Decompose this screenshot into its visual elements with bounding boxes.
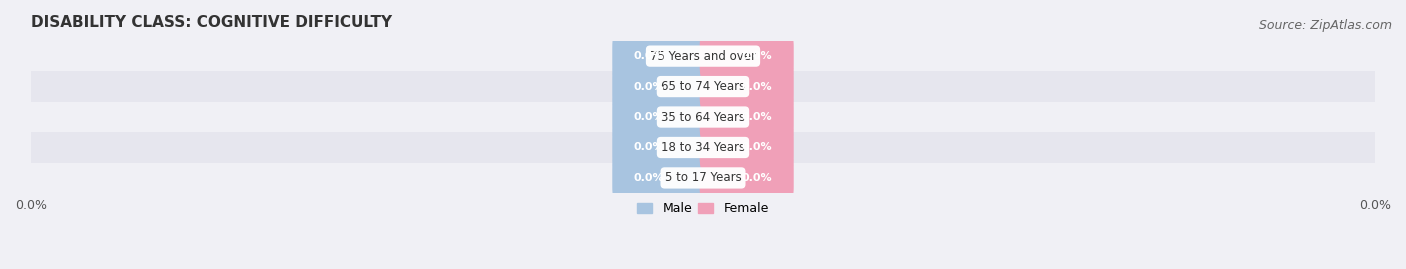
Legend: Male, Female: Male, Female [633,197,773,220]
Text: 65 to 74 Years: 65 to 74 Years [661,80,745,93]
FancyBboxPatch shape [700,154,794,202]
Text: 0.0%: 0.0% [634,173,664,183]
Text: 0.0%: 0.0% [742,173,772,183]
FancyBboxPatch shape [700,63,794,110]
FancyBboxPatch shape [612,124,706,171]
Text: 5 to 17 Years: 5 to 17 Years [665,171,741,185]
Text: 0.0%: 0.0% [634,143,664,153]
Text: 0.0%: 0.0% [742,143,772,153]
Text: 0.0%: 0.0% [742,112,772,122]
Text: 35 to 64 Years: 35 to 64 Years [661,111,745,123]
FancyBboxPatch shape [612,63,706,110]
FancyBboxPatch shape [700,93,794,141]
Text: 0.0%: 0.0% [634,51,664,61]
Bar [31,132,1375,163]
FancyBboxPatch shape [612,93,706,141]
FancyBboxPatch shape [700,32,794,80]
Bar [31,71,1375,102]
Bar [31,102,1375,132]
FancyBboxPatch shape [700,124,794,171]
Text: 0.0%: 0.0% [634,82,664,91]
FancyBboxPatch shape [612,32,706,80]
FancyBboxPatch shape [612,154,706,202]
Text: 75 Years and over: 75 Years and over [650,49,756,63]
Bar [31,41,1375,71]
Text: 0.0%: 0.0% [742,51,772,61]
Text: DISABILITY CLASS: COGNITIVE DIFFICULTY: DISABILITY CLASS: COGNITIVE DIFFICULTY [31,15,392,30]
Text: 0.0%: 0.0% [634,112,664,122]
Bar [31,163,1375,193]
Text: 0.0%: 0.0% [742,82,772,91]
Text: Source: ZipAtlas.com: Source: ZipAtlas.com [1258,19,1392,32]
Text: 18 to 34 Years: 18 to 34 Years [661,141,745,154]
